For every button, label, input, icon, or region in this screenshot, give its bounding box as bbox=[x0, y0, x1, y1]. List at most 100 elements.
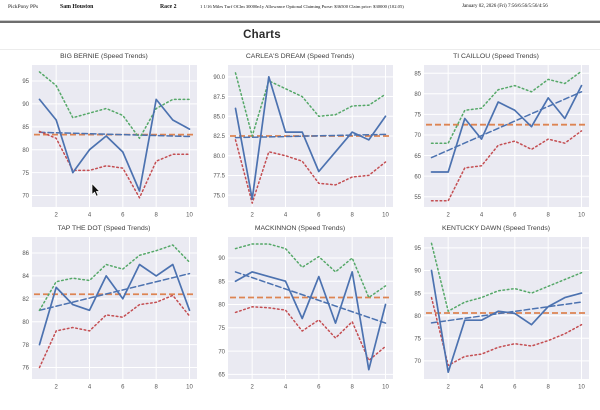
svg-text:65: 65 bbox=[414, 154, 421, 160]
svg-text:2: 2 bbox=[250, 213, 254, 219]
svg-text:90: 90 bbox=[218, 256, 225, 262]
svg-text:4: 4 bbox=[284, 213, 288, 219]
svg-text:90.0: 90.0 bbox=[213, 75, 225, 81]
svg-text:95: 95 bbox=[22, 79, 29, 85]
chart-cell-kentucky-dawn: KENTUCKY DAWN (Speed Trends) 70 75 80 85 90 9… bbox=[398, 223, 594, 392]
svg-text:10: 10 bbox=[382, 385, 389, 391]
svg-text:8: 8 bbox=[546, 385, 550, 391]
chart-title: MACKINNON (Speed Trends) bbox=[254, 225, 346, 232]
chart-cell-mackinnon: MACKINNON (Speed Trends) 65 70 75 80 85 90 2 4 6… bbox=[202, 223, 398, 392]
svg-text:86: 86 bbox=[22, 251, 29, 257]
svg-text:90: 90 bbox=[22, 102, 29, 108]
svg-text:6: 6 bbox=[317, 213, 321, 219]
speed-trends-chart-mackinnon: 65 70 75 80 85 90 2 4 6 8 10 bbox=[218, 237, 393, 391]
svg-text:2: 2 bbox=[446, 213, 450, 219]
mouse-cursor-icon bbox=[91, 183, 100, 197]
svg-text:90: 90 bbox=[414, 269, 421, 275]
svg-text:85: 85 bbox=[22, 125, 29, 131]
svg-text:2: 2 bbox=[446, 385, 450, 391]
page-title: Charts bbox=[243, 29, 281, 41]
svg-text:10: 10 bbox=[186, 385, 193, 391]
speed-trends-chart-tap-the-dot: 76 78 80 82 84 86 2 4 6 8 10 bbox=[22, 237, 197, 391]
svg-text:10: 10 bbox=[382, 213, 389, 219]
svg-text:75: 75 bbox=[414, 113, 421, 119]
svg-text:70: 70 bbox=[414, 359, 421, 365]
svg-text:4: 4 bbox=[88, 385, 92, 391]
svg-text:70: 70 bbox=[414, 133, 421, 139]
svg-text:4: 4 bbox=[88, 213, 92, 219]
svg-text:75: 75 bbox=[22, 171, 29, 177]
svg-text:8: 8 bbox=[546, 213, 550, 219]
svg-text:76: 76 bbox=[22, 366, 29, 372]
svg-text:80.0: 80.0 bbox=[213, 154, 225, 160]
speed-trends-chart-big-bernie: 70 75 80 85 90 95 2 4 6 8 10 bbox=[22, 65, 197, 219]
svg-text:80: 80 bbox=[414, 314, 421, 320]
svg-text:95: 95 bbox=[414, 246, 421, 252]
svg-text:70: 70 bbox=[218, 349, 225, 355]
chart-title: KENTUCKY DAWN (Speed Trends) bbox=[441, 225, 551, 232]
speed-trends-chart-kentucky-dawn: 70 75 80 85 90 95 2 4 6 8 10 bbox=[414, 237, 589, 391]
svg-text:80: 80 bbox=[22, 148, 29, 154]
svg-text:8: 8 bbox=[350, 213, 354, 219]
svg-text:82.5: 82.5 bbox=[213, 134, 225, 140]
svg-text:6: 6 bbox=[121, 385, 125, 391]
chart-title: TI CAILLOU (Speed Trends) bbox=[453, 53, 539, 60]
chart-cell-carleas-dream: CARLEA'S DREAM (Speed Trends) 75.0 77.5 80… bbox=[202, 51, 398, 220]
svg-text:85: 85 bbox=[414, 291, 421, 297]
chart-cell-big-bernie: BIG BERNIE (Speed Trends) 70 75 80 85 90 95 2 4… bbox=[6, 51, 202, 220]
svg-text:60: 60 bbox=[414, 174, 421, 180]
chart-cell-ti-caillou: TI CAILLOU (Speed Trends) 55 60 65 70 75 80 85… bbox=[398, 51, 594, 220]
svg-text:6: 6 bbox=[121, 213, 125, 219]
header-divider-dark bbox=[0, 21, 600, 23]
chart-title: BIG BERNIE (Speed Trends) bbox=[60, 53, 148, 60]
svg-text:77.5: 77.5 bbox=[213, 174, 225, 180]
svg-text:55: 55 bbox=[414, 195, 421, 201]
svg-text:10: 10 bbox=[186, 213, 193, 219]
charts-grid: BIG BERNIE (Speed Trends) 70 75 80 85 90 95 2 4… bbox=[6, 51, 594, 392]
svg-text:6: 6 bbox=[513, 385, 517, 391]
speed-trends-chart-carleas-dream: 75.0 77.5 80.0 82.5 85.0 87.5 90.0 2 4 6 8 10 bbox=[213, 65, 393, 219]
svg-text:2: 2 bbox=[54, 213, 58, 219]
chart-cell-tap-the-dot: TAP THE DOT (Speed Trends) 76 78 80 82 84 86 2… bbox=[6, 223, 202, 392]
svg-text:8: 8 bbox=[350, 385, 354, 391]
svg-text:80: 80 bbox=[414, 92, 421, 98]
race-datetime: January 02, 2026 (Fri) 7:56/6:56/5:56/4:… bbox=[462, 4, 548, 9]
title-row: Charts bbox=[0, 23, 600, 49]
svg-text:4: 4 bbox=[284, 385, 288, 391]
charts-container: BIG BERNIE (Speed Trends) 70 75 80 85 90 95 2 4… bbox=[0, 49, 600, 392]
track-name: Sam Houston bbox=[60, 4, 94, 10]
race-number: Race 2 bbox=[160, 4, 177, 10]
svg-text:80: 80 bbox=[22, 320, 29, 326]
svg-text:4: 4 bbox=[480, 213, 484, 219]
svg-text:84: 84 bbox=[22, 274, 29, 280]
header-divider-light bbox=[0, 20, 600, 21]
svg-text:6: 6 bbox=[513, 213, 517, 219]
svg-text:85: 85 bbox=[414, 71, 421, 77]
header-bar: PickPony PPs Sam Houston Race 2 1 1/16 M… bbox=[0, 0, 600, 20]
speed-trends-chart-ti-caillou: 55 60 65 70 75 80 85 2 4 6 8 10 bbox=[414, 65, 589, 219]
svg-text:70: 70 bbox=[22, 194, 29, 200]
svg-text:75.0: 75.0 bbox=[213, 193, 225, 199]
chart-title: TAP THE DOT (Speed Trends) bbox=[57, 225, 151, 232]
svg-text:75: 75 bbox=[218, 326, 225, 332]
svg-text:87.5: 87.5 bbox=[213, 95, 225, 101]
svg-text:85: 85 bbox=[218, 279, 225, 285]
svg-text:2: 2 bbox=[250, 385, 254, 391]
svg-text:85.0: 85.0 bbox=[213, 114, 225, 120]
svg-text:8: 8 bbox=[154, 213, 158, 219]
svg-text:80: 80 bbox=[218, 303, 225, 309]
svg-text:75: 75 bbox=[414, 336, 421, 342]
svg-text:2: 2 bbox=[54, 385, 58, 391]
svg-text:6: 6 bbox=[317, 385, 321, 391]
svg-text:82: 82 bbox=[22, 297, 29, 303]
svg-text:4: 4 bbox=[480, 385, 484, 391]
svg-text:10: 10 bbox=[578, 213, 585, 219]
svg-text:8: 8 bbox=[154, 385, 158, 391]
race-conditions: 1 1/16 Miles Turf OClm 30000n1y Allowanc… bbox=[200, 4, 404, 9]
svg-text:65: 65 bbox=[218, 373, 225, 379]
svg-text:10: 10 bbox=[578, 385, 585, 391]
svg-text:78: 78 bbox=[22, 343, 29, 349]
chart-title: CARLEA'S DREAM (Speed Trends) bbox=[245, 53, 355, 60]
app-name: PickPony PPs bbox=[8, 4, 39, 10]
